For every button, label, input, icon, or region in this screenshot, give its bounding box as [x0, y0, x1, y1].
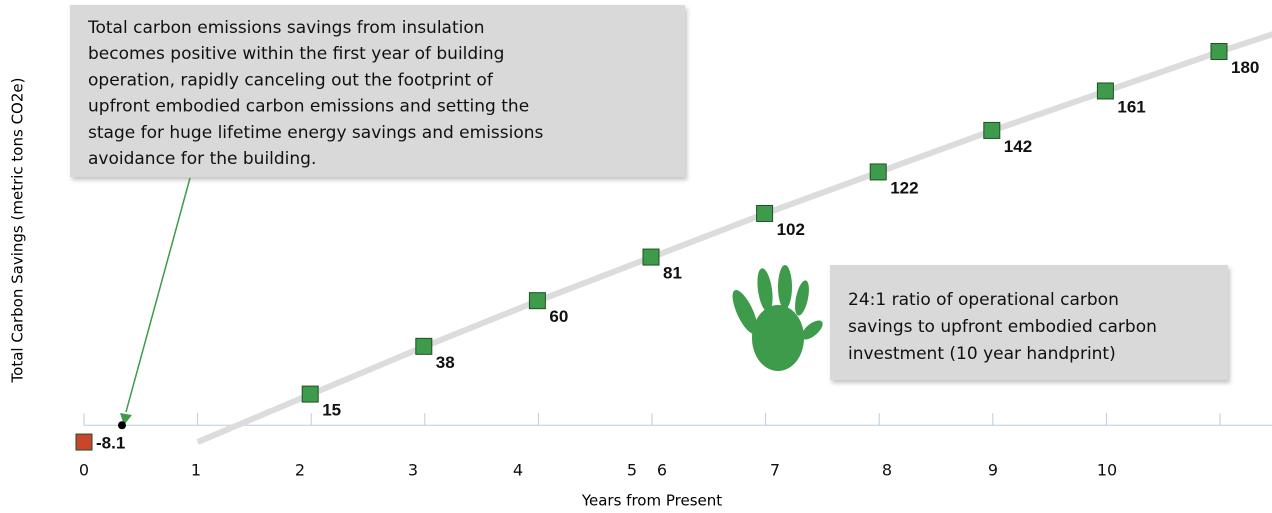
annotation-text: investment (10 year handprint)	[848, 344, 1116, 364]
x-tick-label: 4	[513, 461, 523, 480]
value-label: 180	[1231, 58, 1259, 77]
value-label: 15	[322, 401, 341, 420]
annotation-text: Total carbon emissions savings from insu…	[87, 18, 485, 38]
value-label: 38	[436, 353, 455, 372]
data-point	[983, 121, 1001, 139]
x-tick-label: 7	[770, 461, 780, 480]
annotation-box	[830, 265, 1228, 380]
value-label: 81	[663, 264, 682, 283]
annotation-text: operation, rapidly canceling out the foo…	[88, 70, 494, 90]
data-point	[869, 163, 887, 181]
x-tick-label: 2	[295, 461, 305, 480]
x-tick-label: 9	[988, 461, 998, 480]
annotation-text: 24:1 ratio of operational carbon	[848, 290, 1119, 310]
data-point	[642, 248, 660, 266]
annotation-arrow	[125, 177, 191, 413]
x-tick-label: 8	[882, 461, 892, 480]
zero-crossing-dot	[118, 421, 126, 430]
x-tick-label: 1	[191, 461, 201, 480]
annotation-text: stage for huge lifetime energy savings a…	[88, 123, 544, 143]
value-label: 60	[549, 307, 568, 326]
x-axis-label: Years from Present	[581, 492, 722, 510]
handprint	[732, 265, 823, 371]
data-point	[1096, 82, 1114, 100]
data-point	[301, 385, 319, 403]
annotation-box	[70, 5, 685, 177]
data-point	[1210, 43, 1228, 61]
annotation-text: savings to upfront embodied carbon	[848, 317, 1157, 337]
x-tick-label: 0	[79, 461, 89, 480]
x-tick-label: 5	[627, 461, 637, 480]
data-point	[528, 292, 546, 310]
data-point	[415, 337, 433, 355]
annotation-text: avoidance for the building.	[88, 149, 316, 169]
value-label: 161	[1117, 97, 1145, 116]
x-tick-label: 6	[657, 461, 667, 480]
y-axis-label: Total Carbon Savings (metric tons CO2e)	[9, 78, 27, 384]
x-tick-label: 3	[408, 461, 418, 480]
value-label: 102	[777, 220, 805, 239]
x-tick-label: 10	[1097, 461, 1117, 480]
data-point	[756, 204, 774, 222]
data-point	[75, 433, 93, 451]
value-label: 142	[1004, 137, 1032, 156]
value-label: 122	[890, 178, 918, 197]
value-label: -8.1	[96, 434, 125, 453]
annotation-text: upfront embodied carbon emissions and se…	[88, 97, 529, 117]
annotation-text: becomes positive within the first year o…	[88, 44, 504, 64]
